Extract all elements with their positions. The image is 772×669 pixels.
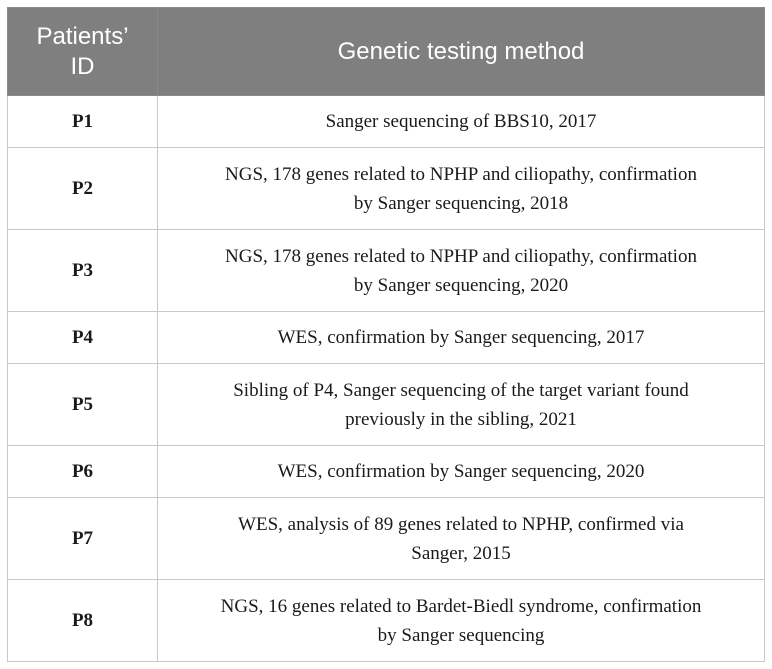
- header-genetic-testing-method: Genetic testing method: [157, 7, 765, 96]
- method-cell: Sanger sequencing of BBS10, 2017: [157, 95, 765, 148]
- genetic-testing-table: Patients’ ID Genetic testing method P1 S…: [7, 7, 765, 662]
- method-line: by Sanger sequencing: [377, 624, 545, 646]
- method-line: WES, analysis of 89 genes related to NPH…: [238, 513, 684, 535]
- table-row: P8 NGS, 16 genes related to Bardet-Biedl…: [7, 579, 765, 662]
- table-header: Patients’ ID Genetic testing method: [7, 7, 765, 96]
- table-row: P1 Sanger sequencing of BBS10, 2017: [7, 95, 765, 148]
- table-body: P1 Sanger sequencing of BBS10, 2017 P2 N…: [7, 95, 765, 662]
- method-line: Sibling of P4, Sanger sequencing of the …: [233, 379, 689, 401]
- method-line: Sanger, 2015: [411, 542, 511, 564]
- header-row: Patients’ ID Genetic testing method: [7, 7, 765, 96]
- method-cell: NGS, 16 genes related to Bardet-Biedl sy…: [157, 579, 765, 662]
- patient-id-cell: P5: [7, 363, 158, 446]
- table-row: P4 WES, confirmation by Sanger sequencin…: [7, 311, 765, 364]
- header-patients-id-line1: Patients’: [36, 22, 129, 50]
- method-line: by Sanger sequencing, 2018: [353, 192, 569, 214]
- patient-id-cell: P7: [7, 497, 158, 580]
- table-row: P6 WES, confirmation by Sanger sequencin…: [7, 445, 765, 498]
- method-line: by Sanger sequencing, 2020: [353, 274, 569, 296]
- patient-id-cell: P6: [7, 445, 158, 498]
- method-cell: NGS, 178 genes related to NPHP and cilio…: [157, 147, 765, 230]
- patient-id-cell: P3: [7, 229, 158, 312]
- method-cell: WES, analysis of 89 genes related to NPH…: [157, 497, 765, 580]
- table-row: P2 NGS, 178 genes related to NPHP and ci…: [7, 147, 765, 230]
- patient-id-cell: P1: [7, 95, 158, 148]
- method-line: NGS, 178 genes related to NPHP and cilio…: [225, 245, 697, 267]
- table-row: P5 Sibling of P4, Sanger sequencing of t…: [7, 363, 765, 446]
- header-patients-id: Patients’ ID: [7, 7, 158, 96]
- table-row: P3 NGS, 178 genes related to NPHP and ci…: [7, 229, 765, 312]
- method-cell: WES, confirmation by Sanger sequencing, …: [157, 445, 765, 498]
- method-cell: WES, confirmation by Sanger sequencing, …: [157, 311, 765, 364]
- patient-id-cell: P8: [7, 579, 158, 662]
- patient-id-cell: P4: [7, 311, 158, 364]
- header-patients-id-line2: ID: [70, 52, 95, 80]
- genetic-testing-table-container: Patients’ ID Genetic testing method P1 S…: [7, 7, 765, 662]
- method-line: previously in the sibling, 2021: [345, 408, 577, 430]
- method-line: WES, confirmation by Sanger sequencing, …: [277, 461, 645, 482]
- table-row: P7 WES, analysis of 89 genes related to …: [7, 497, 765, 580]
- method-line: NGS, 16 genes related to Bardet-Biedl sy…: [220, 595, 702, 617]
- method-cell: Sibling of P4, Sanger sequencing of the …: [157, 363, 765, 446]
- method-line: NGS, 178 genes related to NPHP and cilio…: [225, 163, 697, 185]
- method-cell: NGS, 178 genes related to NPHP and cilio…: [157, 229, 765, 312]
- patient-id-cell: P2: [7, 147, 158, 230]
- method-line: WES, confirmation by Sanger sequencing, …: [277, 327, 645, 348]
- method-line: Sanger sequencing of BBS10, 2017: [325, 111, 597, 132]
